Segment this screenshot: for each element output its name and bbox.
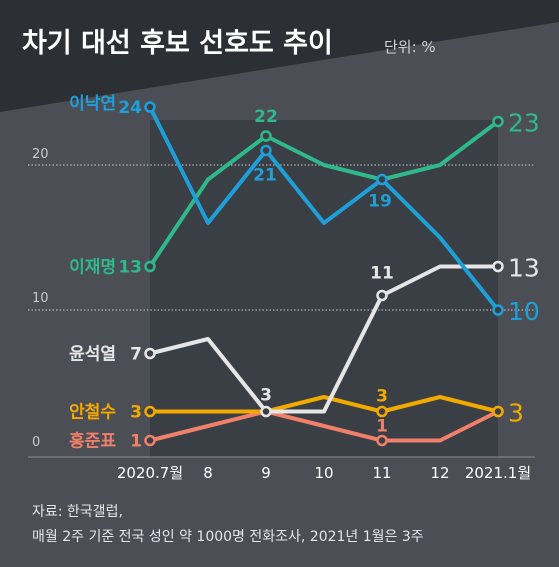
data-value-label: 13 — [118, 258, 142, 278]
series-lines — [148, 106, 500, 443]
y-tick-labels: 0 10 20 — [32, 147, 49, 450]
data-point — [144, 347, 156, 360]
data-point — [144, 405, 156, 418]
series-line — [149, 264, 498, 414]
data-value-label: 21 — [253, 166, 277, 186]
series-name-label: 윤석열 — [69, 345, 116, 365]
data-point — [376, 405, 388, 418]
data-point — [376, 434, 388, 447]
data-value-label: 1 — [376, 417, 388, 437]
end-value-label: 13 — [508, 254, 540, 283]
data-point — [144, 260, 156, 273]
data-value-label: 22 — [254, 107, 278, 127]
y-tick-label: 20 — [32, 147, 49, 162]
series-line — [148, 119, 500, 268]
note-label: 매월 2주 기준 전국 성인 약 1000명 전화조사, 2021년 1월은 3… — [32, 529, 424, 545]
chart-title: 차기 대선 후보 선호도 추이 — [22, 28, 333, 59]
data-point — [492, 115, 504, 128]
data-point — [492, 260, 504, 273]
data-point — [376, 289, 388, 302]
data-point — [144, 101, 156, 113]
series-line — [149, 409, 499, 443]
y-tick-label: 10 — [32, 291, 49, 306]
data-value-label: 3 — [130, 403, 142, 423]
unit-label: 단위: % — [384, 38, 436, 56]
series-points — [144, 101, 504, 447]
x-tick-label: 11 — [372, 464, 391, 482]
source-label: 자료: 한국갤럽, — [32, 504, 123, 520]
series-name-label: 홍준표 — [69, 431, 116, 452]
x-tick-label: 8 — [203, 464, 213, 482]
x-tick-label: 2020.7월 — [117, 464, 183, 482]
end-value-label: 10 — [508, 297, 540, 326]
data-point — [260, 144, 272, 157]
data-point — [144, 434, 156, 447]
series-name-label: 이재명 — [69, 258, 116, 278]
plot-band — [150, 120, 498, 457]
x-tick-label: 9 — [261, 464, 271, 482]
data-point — [260, 405, 272, 418]
data-value-label: 1 — [130, 432, 142, 452]
data-value-label: 7 — [130, 345, 142, 365]
x-tick-labels: 2020.7월 8 9 10 11 12 2021.1월 — [117, 464, 531, 482]
series-line — [150, 395, 499, 414]
data-point — [492, 304, 504, 316]
data-point — [376, 173, 388, 186]
y-tick-label: 0 — [32, 435, 40, 450]
x-tick-label: 2021.1월 — [465, 464, 531, 482]
end-value-label: 23 — [508, 109, 540, 138]
data-point — [492, 405, 504, 418]
header-band — [0, 0, 559, 112]
data-value-label: 3 — [376, 387, 388, 407]
data-value-label: 24 — [118, 98, 142, 118]
series-name-label: 안철수 — [69, 403, 116, 423]
end-value-label: 3 — [508, 399, 524, 428]
data-value-label: 11 — [370, 264, 394, 284]
data-value-label: 19 — [368, 192, 392, 212]
series-line — [148, 106, 500, 312]
series-name-label: 이낙연 — [69, 94, 116, 114]
data-value-label: 3 — [260, 386, 272, 406]
x-tick-label: 12 — [430, 464, 449, 482]
data-point — [260, 130, 272, 142]
x-tick-label: 10 — [314, 464, 333, 482]
